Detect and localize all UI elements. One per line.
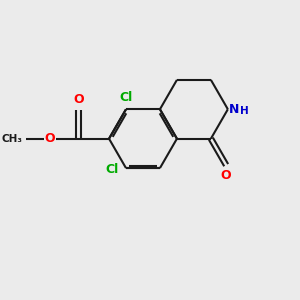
Text: CH₃: CH₃	[2, 134, 23, 144]
Text: H: H	[240, 106, 248, 116]
Text: O: O	[73, 93, 84, 106]
Text: Cl: Cl	[119, 91, 133, 103]
Text: Cl: Cl	[106, 163, 119, 176]
Text: O: O	[44, 132, 55, 145]
Text: O: O	[221, 169, 232, 182]
Text: N: N	[229, 103, 240, 116]
